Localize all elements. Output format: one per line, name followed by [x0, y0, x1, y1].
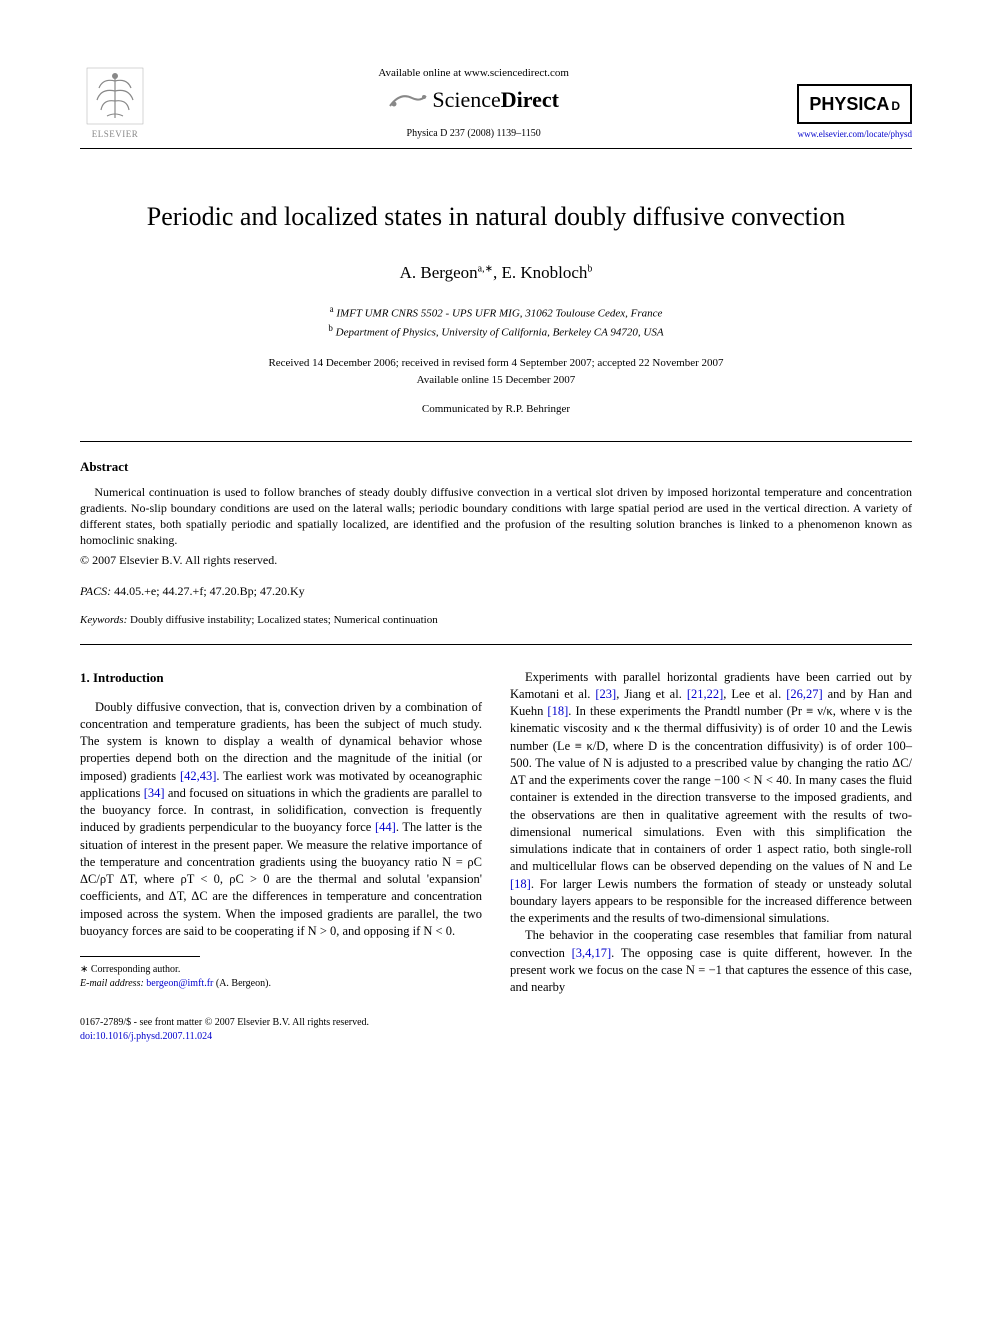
right-column: Experiments with parallel horizontal gra… — [510, 669, 912, 997]
intro-para-2: Experiments with parallel horizontal gra… — [510, 669, 912, 928]
front-matter-line: 0167-2789/$ - see front matter © 2007 El… — [80, 1016, 912, 1030]
abstract-heading: Abstract — [80, 458, 912, 476]
rule-above-abstract — [80, 441, 912, 442]
keywords-line: Keywords: Doubly diffusive instability; … — [80, 613, 912, 628]
publication-dates: Received 14 December 2006; received in r… — [80, 355, 912, 388]
journal-url-link[interactable]: www.elsevier.com/locate/physd — [798, 128, 912, 140]
ref-link-23[interactable]: [23] — [595, 687, 616, 701]
sciencedirect-logo: ScienceDirect — [150, 85, 797, 115]
intro-para-3: The behavior in the cooperating case res… — [510, 927, 912, 996]
right-header: PHYSICAD www.elsevier.com/locate/physd — [797, 84, 912, 140]
footer: 0167-2789/$ - see front matter © 2007 El… — [80, 1016, 912, 1043]
ref-link-34[interactable]: [34] — [144, 786, 165, 800]
elsevier-label: ELSEVIER — [92, 128, 139, 140]
available-online-text: Available online at www.sciencedirect.co… — [150, 66, 797, 81]
doi-link[interactable]: doi:10.1016/j.physd.2007.11.024 — [80, 1031, 212, 1042]
journal-reference: Physica D 237 (2008) 1139–1150 — [150, 127, 797, 141]
left-column: 1. Introduction Doubly diffusive convect… — [80, 669, 482, 997]
header-rule — [80, 148, 912, 149]
ref-link-44[interactable]: [44] — [375, 820, 396, 834]
corresponding-author-note: ∗ Corresponding author. — [80, 963, 482, 977]
ref-link-21-22[interactable]: [21,22] — [687, 687, 723, 701]
journal-header: ELSEVIER Available online at www.science… — [80, 60, 912, 140]
affiliations: a IMFT UMR CNRS 5502 - UPS UFR MIG, 3106… — [80, 303, 912, 341]
journal-logo-box: PHYSICAD — [797, 84, 912, 124]
elsevier-logo: ELSEVIER — [80, 60, 150, 140]
author-email-link[interactable]: bergeon@imft.fr — [146, 978, 213, 989]
ref-link-3-4-17[interactable]: [3,4,17] — [572, 946, 612, 960]
rule-below-abstract — [80, 644, 912, 645]
pacs-line: PACS: 44.05.+e; 44.27.+f; 47.20.Bp; 47.2… — [80, 583, 912, 599]
intro-para-1: Doubly diffusive convection, that is, co… — [80, 699, 482, 941]
elsevier-tree-icon — [85, 66, 145, 126]
section-1-heading: 1. Introduction — [80, 669, 482, 687]
ref-link-18b[interactable]: [18] — [510, 877, 531, 891]
footnote-rule — [80, 956, 200, 957]
sciencedirect-swoosh-icon — [388, 90, 428, 110]
authors-line: A. Bergeona,∗, E. Knoblochb — [80, 262, 912, 285]
ref-link-42-43[interactable]: [42,43] — [180, 769, 216, 783]
body-columns: 1. Introduction Doubly diffusive convect… — [80, 669, 912, 997]
abstract-text: Numerical continuation is used to follow… — [80, 484, 912, 549]
abstract-section: Abstract Numerical continuation is used … — [80, 458, 912, 628]
abstract-copyright: © 2007 Elsevier B.V. All rights reserved… — [80, 552, 912, 568]
sciencedirect-text: ScienceDirect — [432, 85, 559, 115]
communicated-by: Communicated by R.P. Behringer — [80, 402, 912, 417]
footnotes: ∗ Corresponding author. E-mail address: … — [80, 963, 482, 991]
ref-link-26-27[interactable]: [26,27] — [786, 687, 822, 701]
article-title: Periodic and localized states in natural… — [80, 199, 912, 234]
email-line: E-mail address: bergeon@imft.fr (A. Berg… — [80, 977, 482, 991]
center-header: Available online at www.sciencedirect.co… — [150, 66, 797, 140]
ref-link-18[interactable]: [18] — [547, 704, 568, 718]
